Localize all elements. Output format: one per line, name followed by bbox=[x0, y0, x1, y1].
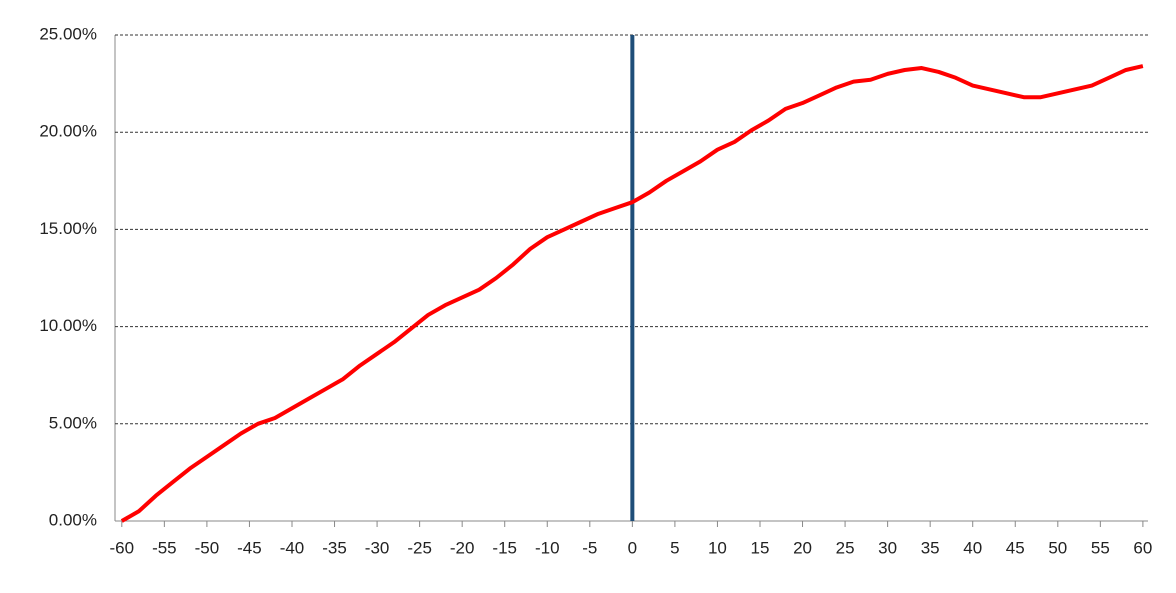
data-line bbox=[120, 64, 1144, 523]
x-tick-label: 0 bbox=[628, 538, 637, 557]
x-tick-label: -25 bbox=[407, 538, 432, 557]
x-tick-label: -60 bbox=[110, 538, 135, 557]
x-tick-label: 40 bbox=[963, 538, 982, 557]
x-tick-label: -10 bbox=[535, 538, 560, 557]
x-tick-label: -55 bbox=[152, 538, 177, 557]
x-tick-label: -15 bbox=[492, 538, 517, 557]
x-tick-label: -35 bbox=[322, 538, 347, 557]
x-tick-label: 5 bbox=[670, 538, 679, 557]
x-tick-label: -40 bbox=[280, 538, 305, 557]
y-tick-label: 25.00% bbox=[39, 24, 97, 43]
x-tick-label: -30 bbox=[365, 538, 390, 557]
x-tick-label: 25 bbox=[836, 538, 855, 557]
x-tick-label: 60 bbox=[1133, 538, 1152, 557]
x-tick-label: 30 bbox=[878, 538, 897, 557]
y-tick-label: 15.00% bbox=[39, 219, 97, 238]
x-tick-label: -45 bbox=[237, 538, 262, 557]
x-tick-label: -50 bbox=[195, 538, 220, 557]
y-tick-label: 5.00% bbox=[49, 413, 97, 432]
x-tick-label: -5 bbox=[582, 538, 597, 557]
x-tick-label: 45 bbox=[1006, 538, 1025, 557]
y-tick-label: 10.00% bbox=[39, 316, 97, 335]
x-tick-label: 55 bbox=[1091, 538, 1110, 557]
x-tick-label: 15 bbox=[751, 538, 770, 557]
y-tick-label: 0.00% bbox=[49, 510, 97, 529]
x-tick-label: 35 bbox=[921, 538, 940, 557]
x-tick-label: 10 bbox=[708, 538, 727, 557]
y-tick-label: 20.00% bbox=[39, 122, 97, 141]
x-tick-label: 50 bbox=[1048, 538, 1067, 557]
x-tick-label: -20 bbox=[450, 538, 475, 557]
x-tick-label: 20 bbox=[793, 538, 812, 557]
